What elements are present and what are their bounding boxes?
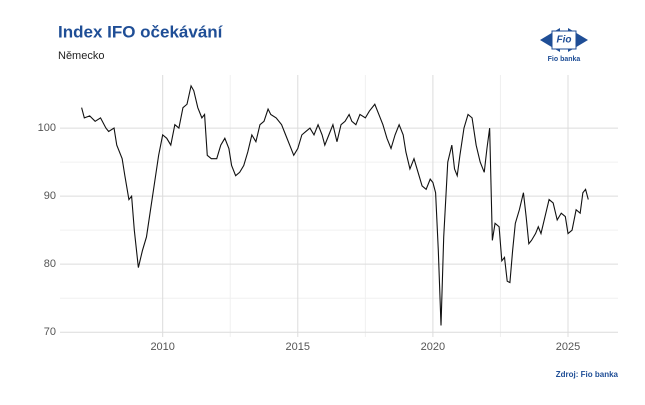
x-tick-label: 2025: [556, 341, 580, 353]
logo: Fio Fio banka: [540, 28, 588, 63]
y-tick-label: 80: [44, 258, 56, 270]
x-tick-label: 2020: [421, 341, 445, 353]
x-tick-label: 2010: [150, 341, 174, 353]
logo-name: Fio banka: [548, 56, 581, 63]
source: Zdroj: Fio banka: [556, 370, 619, 379]
line: [81, 84, 589, 326]
y-tick-label: 90: [44, 190, 56, 202]
logo-box: [551, 30, 577, 50]
y-tick-label: 100: [38, 122, 56, 134]
chart-title: Index IFO očekávání: [58, 22, 224, 41]
logo-mark: Fio: [557, 35, 572, 46]
y-tick-label: 70: [44, 326, 56, 338]
chart-subtitle: Německo: [58, 50, 104, 62]
x-tick-label: 2015: [286, 341, 310, 353]
